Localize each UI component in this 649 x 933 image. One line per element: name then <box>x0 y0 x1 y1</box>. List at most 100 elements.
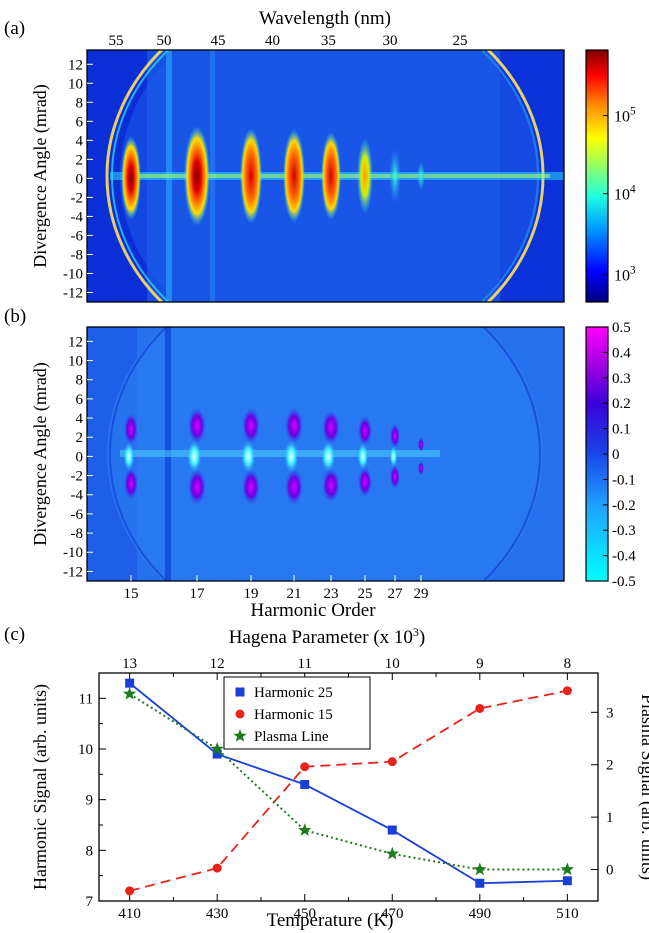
x-tick-label: 29 <box>414 586 429 602</box>
lobe-center <box>187 440 202 473</box>
panel-b-frame <box>86 326 565 582</box>
panel-a-y-label: Divergence Angle (mrad) <box>30 84 51 268</box>
y-tick-label: 7 <box>86 894 94 910</box>
panel-b: (b) 12 10 8 6 4 2 0 -2 -4 -6 -8 -10 -12 15 17 19 21 23 25… <box>4 306 636 621</box>
y-tick-label: -6 <box>71 228 84 244</box>
y-tick-label: 2 <box>76 430 84 446</box>
data-point-square <box>562 876 572 886</box>
panel-b-colorbar-ticks: 0.5 0.4 0.3 0.2 0.1 0 -0.1 -0.2 -0.3 -0.4 -0.5 <box>603 320 636 590</box>
y-tick-label: 9 <box>86 793 94 809</box>
legend-label: Harmonic 15 <box>254 707 333 723</box>
x-tick-label: 470 <box>381 906 404 922</box>
top-tick-label: 45 <box>211 33 226 49</box>
colorbar-tick-label: 0.3 <box>612 371 631 387</box>
lobe-upper <box>390 423 400 448</box>
panel-c-top-ticks: 13 12 11 10 9 8 <box>122 656 571 672</box>
top-tick-label: 50 <box>157 33 172 49</box>
panel-c-series <box>122 678 575 896</box>
panel-a-image <box>87 50 564 302</box>
y-tick-label: -4 <box>71 209 84 225</box>
x-tick-label: 23 <box>324 586 339 602</box>
lobe-upper <box>358 415 372 446</box>
panel-b-y-ticks: 12 10 8 6 4 2 0 -2 -4 -6 -8 -10 -12 <box>63 334 93 580</box>
panel-c-y2-label: Plasma Signal (arb. units) <box>637 694 649 880</box>
colorbar-tick-label: 0.2 <box>612 396 631 412</box>
y-tick-label: -8 <box>71 247 84 263</box>
y-tick-label: -4 <box>71 488 84 504</box>
x-tick-label: 27 <box>388 586 404 602</box>
y-tick-label: 12 <box>68 334 83 350</box>
y-tick-label: 4 <box>76 133 84 149</box>
y-tick-label: 0 <box>76 449 84 465</box>
colorbar-tick-label: 0.1 <box>612 422 631 438</box>
data-point-square <box>300 779 310 789</box>
y-tick-label: -6 <box>71 507 84 523</box>
panel-c-label: (c) <box>4 624 25 645</box>
colorbar-tick-label: -0.3 <box>612 523 636 539</box>
top-tick-label: 8 <box>564 656 572 672</box>
legend-box <box>223 676 371 750</box>
panel-a: (a) Wavelength (nm) 55 50 45 40 35 30 25 <box>4 8 636 303</box>
panel-b-y-label: Divergence Angle (mrad) <box>30 362 51 546</box>
y-tick-label: 6 <box>76 114 84 130</box>
top-tick-label: 40 <box>265 33 280 49</box>
legend-label: Harmonic 25 <box>254 685 333 701</box>
data-point-circle <box>235 709 245 719</box>
lobe-lower <box>322 468 340 503</box>
data-point-square <box>235 687 245 697</box>
data-point-star <box>298 823 312 836</box>
data-point-square <box>387 825 397 835</box>
data-point-square <box>475 878 485 888</box>
y-tick-label: -8 <box>71 526 84 542</box>
y2-tick-label: 2 <box>606 758 614 774</box>
lobe-center <box>389 445 398 468</box>
y-tick-label: 10 <box>68 76 83 92</box>
data-point-circle <box>475 703 485 713</box>
y-tick-label: 2 <box>76 152 84 168</box>
x-tick-label: 19 <box>244 586 259 602</box>
data-point-star <box>473 862 487 876</box>
top-tick-label: 10 <box>385 656 400 672</box>
y-tick-label: -2 <box>71 469 84 485</box>
data-point-circle <box>125 886 135 896</box>
colorbar-tick-label: 103 <box>614 264 636 284</box>
y-tick-label: 11 <box>79 691 93 707</box>
lobe-lower <box>418 461 424 476</box>
colorbar-tick-label: -0.2 <box>612 498 636 514</box>
series-line-harmonic-25 <box>129 682 568 885</box>
panel-b-x-label: Harmonic Order <box>250 600 376 621</box>
series-line-plasma-line <box>129 693 568 871</box>
lobe-upper <box>418 437 424 452</box>
colorbar-tick-label: 105 <box>614 106 636 126</box>
lobe-lower <box>358 466 372 497</box>
y-tick-label: 8 <box>76 373 84 389</box>
colorbar-tick-label: -0.1 <box>612 472 636 488</box>
colorbar-tick-label: 104 <box>614 184 636 204</box>
colorbar-tick-label: 0.5 <box>612 320 631 336</box>
lobe-upper <box>188 407 206 444</box>
panel-b-image <box>87 327 564 581</box>
panel-b-label: (b) <box>4 306 26 327</box>
x-tick-label: 430 <box>206 906 229 922</box>
x-tick-label: 15 <box>124 586 139 602</box>
panel-a-frame <box>86 49 565 303</box>
data-point-circle <box>562 686 572 696</box>
x-tick-label: 490 <box>469 906 492 922</box>
panel-a-top-axis-label: Wavelength (nm) <box>259 8 391 29</box>
y-tick-label: 12 <box>68 57 83 73</box>
panel-a-top-ticks: 55 50 45 40 35 30 25 <box>109 33 468 56</box>
x-tick-label: 17 <box>190 586 206 602</box>
panel-a-colorbar <box>585 49 609 303</box>
y-tick-label: -12 <box>63 564 83 580</box>
x-tick-label: 21 <box>287 586 302 602</box>
panel-b-harmonic-lobes <box>123 407 424 505</box>
lobe-upper <box>242 407 260 444</box>
y-tick-label: -12 <box>63 285 83 301</box>
top-tick-label: 25 <box>453 33 468 49</box>
top-tick-label: 9 <box>476 656 484 672</box>
lobe-lower <box>285 468 303 505</box>
legend-label: Plasma Line <box>254 729 329 745</box>
lobe-upper <box>124 413 138 446</box>
data-point-star <box>233 729 247 742</box>
x-tick-label: 410 <box>118 906 141 922</box>
